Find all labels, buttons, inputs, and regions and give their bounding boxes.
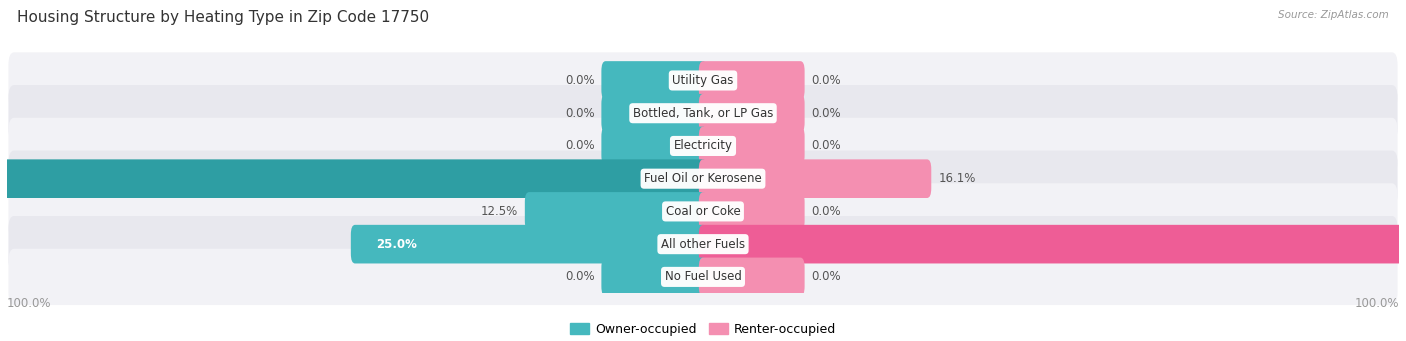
FancyBboxPatch shape [8,249,1398,305]
Text: Electricity: Electricity [673,139,733,152]
Text: 0.0%: 0.0% [565,139,595,152]
Text: 0.0%: 0.0% [811,270,841,283]
FancyBboxPatch shape [699,225,1406,264]
Text: Coal or Coke: Coal or Coke [665,205,741,218]
Text: 100.0%: 100.0% [7,297,52,310]
Text: 25.0%: 25.0% [375,238,416,251]
Text: Housing Structure by Heating Type in Zip Code 17750: Housing Structure by Heating Type in Zip… [17,10,429,25]
Text: Bottled, Tank, or LP Gas: Bottled, Tank, or LP Gas [633,107,773,120]
Text: 0.0%: 0.0% [811,74,841,87]
FancyBboxPatch shape [8,183,1398,240]
Text: 0.0%: 0.0% [565,107,595,120]
Text: No Fuel Used: No Fuel Used [665,270,741,283]
Legend: Owner-occupied, Renter-occupied: Owner-occupied, Renter-occupied [565,318,841,341]
Text: 12.5%: 12.5% [481,205,517,218]
FancyBboxPatch shape [602,127,707,165]
FancyBboxPatch shape [602,94,707,133]
FancyBboxPatch shape [699,159,931,198]
Text: 0.0%: 0.0% [565,270,595,283]
FancyBboxPatch shape [0,159,707,198]
FancyBboxPatch shape [602,61,707,100]
Text: 0.0%: 0.0% [811,205,841,218]
Text: 16.1%: 16.1% [938,172,976,185]
FancyBboxPatch shape [699,192,804,231]
Text: 0.0%: 0.0% [565,74,595,87]
FancyBboxPatch shape [8,150,1398,207]
FancyBboxPatch shape [8,118,1398,174]
FancyBboxPatch shape [8,216,1398,272]
FancyBboxPatch shape [8,52,1398,109]
FancyBboxPatch shape [8,85,1398,142]
FancyBboxPatch shape [699,127,804,165]
Text: Source: ZipAtlas.com: Source: ZipAtlas.com [1278,10,1389,20]
Text: 0.0%: 0.0% [811,107,841,120]
FancyBboxPatch shape [699,257,804,296]
Text: 0.0%: 0.0% [811,139,841,152]
Text: 100.0%: 100.0% [1354,297,1399,310]
Text: All other Fuels: All other Fuels [661,238,745,251]
FancyBboxPatch shape [602,257,707,296]
FancyBboxPatch shape [524,192,707,231]
FancyBboxPatch shape [699,61,804,100]
FancyBboxPatch shape [699,94,804,133]
FancyBboxPatch shape [352,225,707,264]
Text: Utility Gas: Utility Gas [672,74,734,87]
Text: Fuel Oil or Kerosene: Fuel Oil or Kerosene [644,172,762,185]
